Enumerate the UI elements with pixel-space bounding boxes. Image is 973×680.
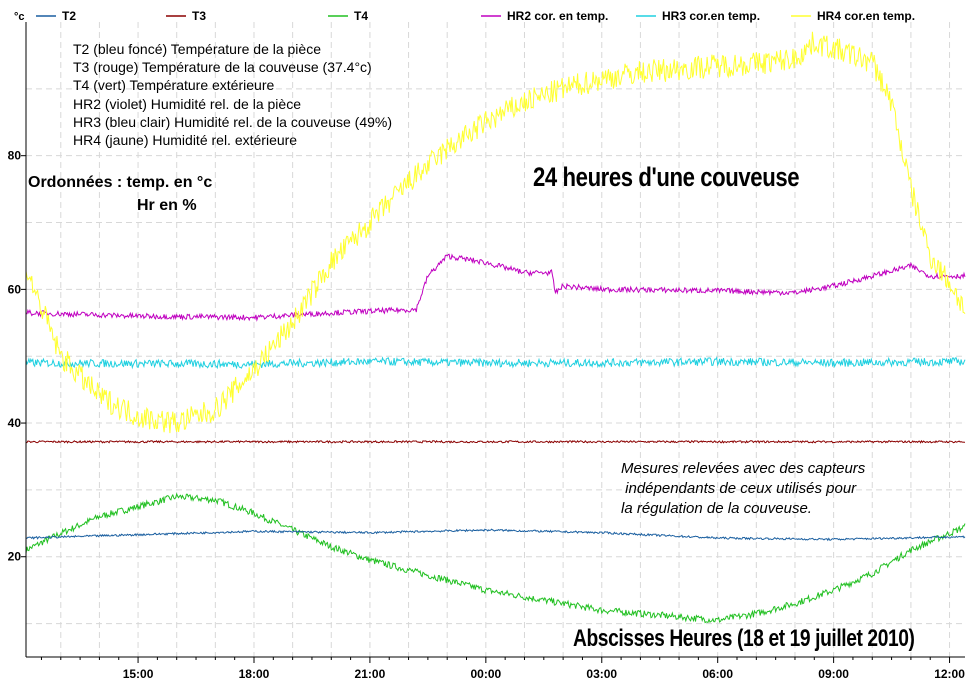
description-line: T4 (vert) Température extérieure (73, 77, 275, 94)
x-tick-label: 18:00 (239, 667, 270, 680)
x-tick-label: 12:00 (934, 667, 965, 680)
series-t2 (25, 528, 966, 542)
y-axis-label-line1: Ordonnées : temp. en °c (28, 174, 213, 191)
chart-grid (26, 22, 965, 657)
description-line: HR2 (violet) Humidité rel. de la pièce (73, 95, 301, 112)
description-line: HR4 (jaune) Humidité rel. extérieure (73, 132, 298, 148)
annotation-line: la régulation de la couveuse. (621, 500, 812, 517)
legend-label: T2 (62, 9, 76, 23)
y-tick-label: 20 (8, 550, 22, 564)
chart-title: 24 heures d'une couveuse (533, 162, 800, 192)
y-tick-label: 40 (8, 416, 22, 430)
y-axis-label-line2: Hr en % (137, 197, 197, 214)
series-t4 (25, 492, 966, 624)
x-tick-label: 21:00 (355, 667, 386, 680)
series-hr4 (25, 31, 966, 434)
chart-series-layer (25, 31, 966, 624)
legend-label: HR4 cor.en temp. (817, 9, 915, 23)
x-tick-label: 00:00 (470, 667, 501, 680)
description-line: T2 (bleu foncé) Température de la pièce (73, 41, 321, 57)
legend-label: HR3 cor.en temp. (662, 9, 760, 23)
annotation-line: indépendants de ceux utilisés pour (621, 480, 857, 497)
x-axis-label: Abscisses Heures (18 et 19 juillet 2010) (573, 625, 915, 652)
series-t3 (25, 439, 965, 444)
legend-label: T4 (354, 9, 368, 23)
description-line: T3 (rouge) Température de la couveuse (3… (73, 59, 372, 76)
x-tick-label: 15:00 (123, 667, 154, 680)
annotation-line: Mesures relevées avec des capteurs (621, 460, 866, 477)
chart-legend: T2 T3 T4 HR2 cor. en temp. HR3 cor.en temp. H… (36, 9, 915, 23)
description-line: HR3 (bleu clair) Humidité rel. de la cou… (73, 113, 393, 130)
y-unit-label: °c (14, 11, 25, 23)
x-tick-label: 06:00 (702, 667, 733, 680)
x-tick-label: 09:00 (818, 667, 849, 680)
legend-label: HR2 cor. en temp. (507, 9, 608, 23)
x-tick-label: 03:00 (586, 667, 617, 680)
series-hr3 (25, 356, 966, 370)
legend-label: T3 (192, 9, 206, 23)
y-tick-label: 60 (8, 282, 22, 296)
series-hr2 (26, 253, 966, 322)
chart-axes: 20 40 60 80 °c 15:00 18:00 21:00 00:00 03:00 06:00… (8, 11, 966, 680)
y-tick-label: 80 (8, 149, 22, 163)
